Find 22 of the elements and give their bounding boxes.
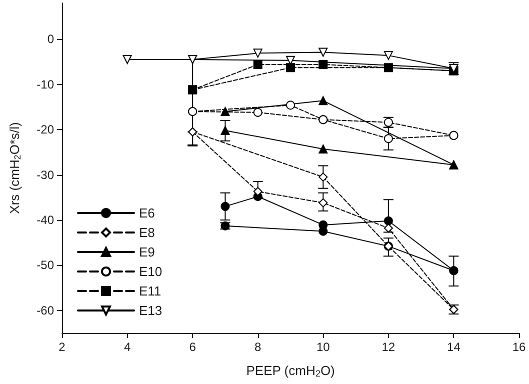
legend-label: E8	[139, 225, 155, 240]
legend-label: E13	[139, 303, 162, 318]
x-tick-label: 14	[447, 340, 461, 354]
legend-label: E10	[139, 264, 162, 279]
legend-label: E9	[139, 244, 155, 260]
y-tick-label: -40	[36, 212, 54, 227]
x-tick-label: 8	[254, 340, 262, 354]
x-tick-label: 2	[58, 340, 66, 354]
y-tick-label: -30	[36, 168, 54, 182]
y-tick-label: -50	[36, 258, 54, 272]
y-tick-label: 0	[47, 32, 54, 46]
legend-label: E11	[139, 284, 162, 298]
y-tick-label: -10	[36, 77, 54, 92]
x-tick-label: 10	[316, 340, 330, 354]
x-tick-label: 16	[512, 340, 526, 354]
x-tick-label: 6	[189, 340, 196, 354]
x-tick-label: 12	[382, 340, 396, 354]
y-axis-title: Xrs (cmH2O*s/l)	[7, 122, 22, 214]
legend-label: E6	[139, 206, 155, 220]
x-tick-label: 4	[124, 340, 131, 354]
y-tick-label: -20	[36, 122, 54, 137]
y-tick-label: -60	[36, 303, 54, 318]
